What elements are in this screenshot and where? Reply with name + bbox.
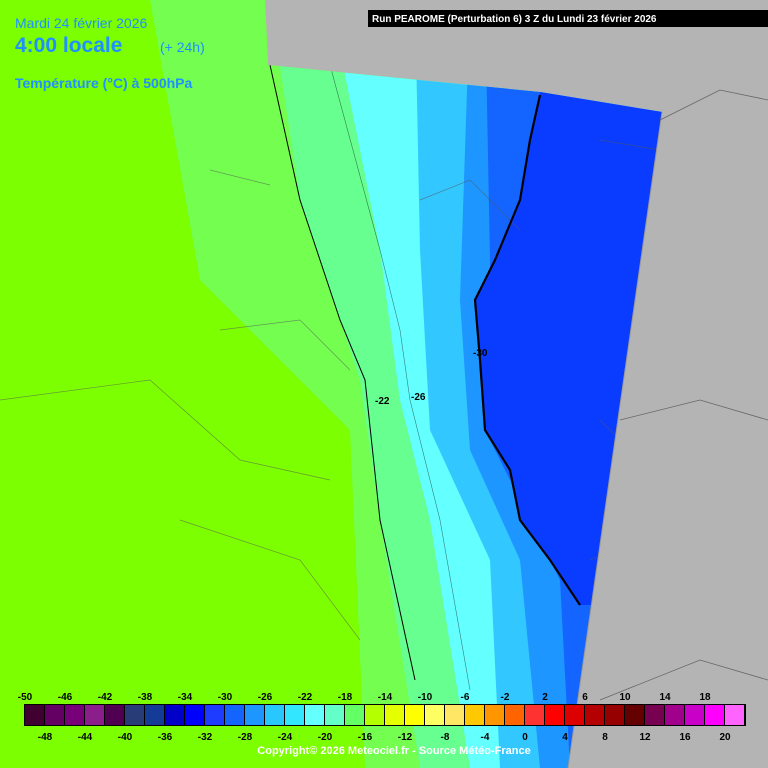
legend-swatch	[685, 705, 704, 725]
legend-swatch	[345, 705, 364, 725]
legend-swatch	[85, 705, 104, 725]
legend-label: -42	[98, 692, 113, 703]
legend-swatch	[485, 705, 504, 725]
legend-swatch	[665, 705, 684, 725]
time: 4:00 locale	[15, 34, 122, 57]
date: Mardi 24 février 2026	[15, 15, 148, 31]
legend-label: -44	[78, 732, 93, 743]
lead-time: (+ 24h)	[160, 39, 205, 55]
legend-swatch	[365, 705, 384, 725]
legend-label: 14	[659, 692, 671, 703]
legend-swatch	[265, 705, 284, 725]
legend-swatch	[705, 705, 724, 725]
legend-swatch	[525, 705, 544, 725]
legend-swatch	[385, 705, 404, 725]
contour-line	[329, 64, 471, 691]
legend-swatch	[45, 705, 64, 725]
legend-label: -14	[378, 692, 393, 703]
legend-swatch	[605, 705, 624, 725]
legend-label: -38	[138, 692, 153, 703]
legend-label: -12	[398, 732, 413, 743]
legend-label: -20	[318, 732, 333, 743]
legend-label: -18	[338, 692, 353, 703]
legend-label: -48	[38, 732, 53, 743]
run-box	[368, 10, 768, 27]
legend-swatch	[545, 705, 564, 725]
legend-label: -8	[441, 732, 450, 743]
legend-swatch	[185, 705, 204, 725]
legend-label: -30	[218, 692, 233, 703]
legend-swatch	[585, 705, 604, 725]
contour-label: -30	[473, 348, 488, 359]
legend-label: 10	[619, 692, 631, 703]
legend-label: 18	[699, 692, 711, 703]
legend: -50-48-46-44-42-40-38-36-34-32-30-28-26-…	[18, 692, 746, 743]
legend-label: -36	[158, 732, 173, 743]
legend-swatch	[325, 705, 344, 725]
contour-line	[269, 64, 416, 681]
legend-label: -40	[118, 732, 133, 743]
legend-label: -10	[418, 692, 433, 703]
legend-label: -28	[238, 732, 253, 743]
legend-label: 4	[562, 732, 568, 743]
borders	[599, 89, 768, 701]
legend-label: -16	[358, 732, 373, 743]
legend-swatch	[445, 705, 464, 725]
legend-swatch	[725, 705, 744, 725]
legend-swatch	[65, 705, 84, 725]
legend-label: -50	[18, 692, 33, 703]
legend-swatch	[105, 705, 124, 725]
legend-label: 0	[522, 732, 528, 743]
legend-swatch	[565, 705, 584, 725]
contour-label: -22	[375, 396, 390, 407]
legend-label: -4	[481, 732, 490, 743]
legend-swatch	[225, 705, 244, 725]
legend-swatch	[505, 705, 524, 725]
legend-swatch	[125, 705, 144, 725]
legend-label: 20	[719, 732, 731, 743]
legend-label: -32	[198, 732, 213, 743]
legend-swatch	[245, 705, 264, 725]
legend-label: 2	[542, 692, 548, 703]
legend-swatch	[645, 705, 664, 725]
contour-line	[473, 94, 581, 606]
legend-label: -24	[278, 732, 293, 743]
legend-label: 8	[602, 732, 608, 743]
domain-edge	[567, 111, 663, 768]
legend-label: -6	[461, 692, 470, 703]
legend-label: -26	[258, 692, 273, 703]
legend-swatch	[285, 705, 304, 725]
legend-label: 6	[582, 692, 588, 703]
copyright: Copyright© 2026 Meteociel.fr - Source Mé…	[257, 745, 530, 757]
legend-swatch	[305, 705, 324, 725]
legend-swatch	[625, 705, 644, 725]
legend-swatch	[465, 705, 484, 725]
legend-label: -2	[501, 692, 510, 703]
legend-label: -34	[178, 692, 193, 703]
legend-swatch	[205, 705, 224, 725]
legend-swatch	[145, 705, 164, 725]
legend-label: -46	[58, 692, 73, 703]
legend-label: 16	[679, 732, 691, 743]
legend-swatch	[425, 705, 444, 725]
legend-swatch	[25, 705, 44, 725]
legend-swatch	[405, 705, 424, 725]
legend-label: -22	[298, 692, 313, 703]
parameter: Température (°C) à 500hPa	[15, 75, 193, 91]
run-info: Run PEAROME (Perturbation 6) 3 Z du Lund…	[372, 14, 657, 25]
legend-label: 12	[639, 732, 651, 743]
legend-swatch	[165, 705, 184, 725]
contour-label: -26	[411, 392, 426, 403]
